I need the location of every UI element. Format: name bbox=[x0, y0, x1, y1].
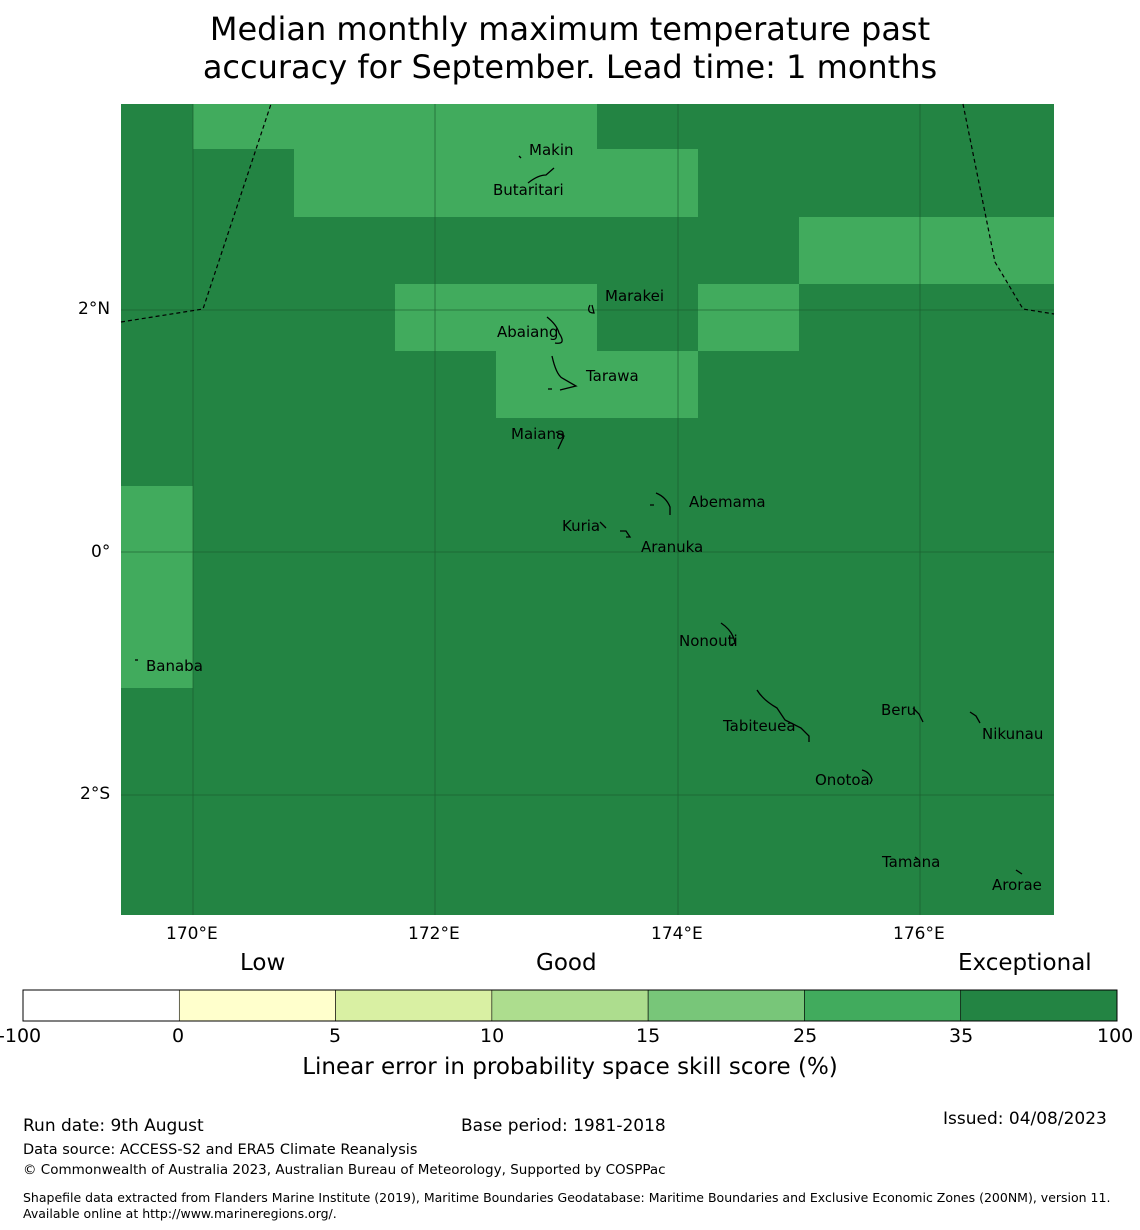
colorbar-bound--100: -100 bbox=[0, 1025, 42, 1047]
run-date: Run date: 9th August bbox=[23, 1116, 204, 1136]
gridlines bbox=[121, 104, 1054, 915]
title-line-2: accuracy for September. Lead time: 1 mon… bbox=[202, 48, 938, 86]
island-label-tamana: Tamana bbox=[882, 853, 941, 871]
island-label-makin: Makin bbox=[529, 141, 574, 159]
island-label-aranuka: Aranuka bbox=[641, 538, 704, 556]
island-label-tabiteuea: Tabiteuea bbox=[723, 717, 796, 735]
lon-tick-172e: 172°E bbox=[408, 924, 460, 944]
eez-boundaries bbox=[120, 103, 1055, 323]
score-cells-25-35 bbox=[121, 104, 1054, 688]
colorbar-segment-4 bbox=[647, 989, 805, 1022]
island-label-nonouti: Nonouti bbox=[679, 632, 738, 650]
colorbar-segment-1 bbox=[178, 989, 336, 1022]
colorbar-bound-35: 35 bbox=[949, 1025, 974, 1047]
colorbar-title: Linear error in probability space skill … bbox=[302, 1054, 838, 1080]
island-label-abemama: Abemama bbox=[689, 493, 766, 511]
island-label-nikunau: Nikunau bbox=[982, 725, 1044, 743]
colorbar-segment-0 bbox=[22, 989, 180, 1022]
issued-date: Issued: 04/08/2023 bbox=[943, 1109, 1107, 1129]
colorbar-segment-3 bbox=[491, 989, 649, 1022]
island-label-butaritari: Butaritari bbox=[493, 181, 564, 199]
island-label-marakei: Marakei bbox=[605, 287, 665, 305]
copyright: © Commonwealth of Australia 2023, Austra… bbox=[23, 1162, 666, 1178]
colorbar-segment-5 bbox=[804, 989, 962, 1022]
island-label-onotoa: Onotoa bbox=[815, 771, 870, 789]
colorbar-bound-10: 10 bbox=[480, 1025, 505, 1047]
colorbar-segment-6 bbox=[960, 989, 1118, 1022]
island-label-abaiang: Abaiang bbox=[497, 323, 559, 341]
title-line-1: Median monthly maximum temperature past bbox=[209, 10, 931, 48]
colorbar-bound-15: 15 bbox=[636, 1025, 661, 1047]
legend-category-good: Good bbox=[536, 950, 597, 976]
island-label-kuria: Kuria bbox=[562, 517, 601, 535]
legend-category-exceptional: Exceptional bbox=[958, 950, 1092, 976]
colorbar-bound-5: 5 bbox=[329, 1025, 342, 1047]
island-outlines bbox=[135, 155, 1023, 875]
colorbar-bound-25: 25 bbox=[793, 1025, 818, 1047]
island-label-maiana: Maiana bbox=[511, 425, 566, 443]
legend-category-low: Low bbox=[240, 950, 286, 976]
lat-tick-0: 0° bbox=[91, 542, 111, 562]
colorbar-bound-0: 0 bbox=[172, 1025, 185, 1047]
shapefile-credit: Shapefile data extracted from Flanders M… bbox=[23, 1190, 1111, 1221]
data-source: Data source: ACCESS-S2 and ERA5 Climate … bbox=[23, 1142, 418, 1158]
lon-tick-170e: 170°E bbox=[166, 924, 218, 944]
colorbar-bound-100: 100 bbox=[1097, 1025, 1134, 1047]
island-label-banaba: Banaba bbox=[146, 657, 203, 675]
island-label-tarawa: Tarawa bbox=[586, 367, 639, 385]
island-label-arorae: Arorae bbox=[992, 876, 1042, 894]
base-period: Base period: 1981-2018 bbox=[461, 1116, 666, 1136]
lat-tick-2s: 2°S bbox=[80, 784, 111, 804]
colorbar-segment-2 bbox=[335, 989, 493, 1022]
lat-tick-2n: 2°N bbox=[78, 299, 111, 319]
lon-tick-176e: 176°E bbox=[893, 924, 945, 944]
island-label-beru: Beru bbox=[881, 701, 917, 719]
chart-title: Median monthly maximum temperature past … bbox=[0, 10, 1140, 86]
lon-tick-174e: 174°E bbox=[651, 924, 703, 944]
